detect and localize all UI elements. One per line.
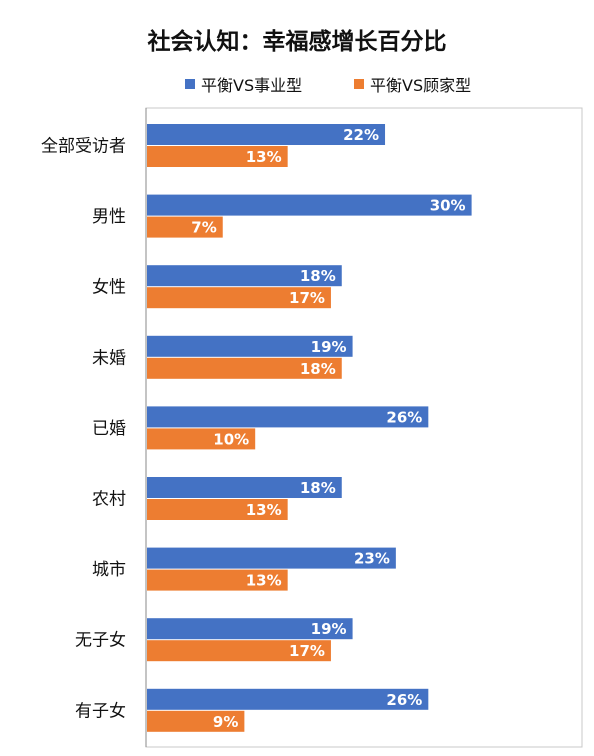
category-label-未婚: 未婚 — [92, 348, 126, 368]
data-label-女性-series-1: 18% — [300, 267, 336, 285]
bar-女性-series-2 — [147, 287, 331, 309]
chart-title: 社会认知：幸福感增长百分比 — [147, 29, 447, 55]
bar-女性-series-1 — [147, 265, 342, 287]
bar-已婚-series-2 — [147, 428, 256, 450]
bar-有子女-series-1 — [147, 688, 429, 710]
legend: 平衡VS事业型 平衡VS顾家型 — [0, 72, 594, 100]
bar-未婚-series-2 — [147, 357, 342, 379]
data-label-已婚-series-1: 26% — [386, 408, 422, 426]
legend-swatch-series-1 — [185, 79, 195, 89]
data-label-女性-series-2: 17% — [289, 289, 325, 307]
category-label-有子女: 有子女 — [75, 701, 126, 721]
bar-男性-series-1 — [147, 194, 472, 216]
legend-label-series-1: 平衡VS事业型 — [201, 76, 303, 95]
bar-城市-series-1 — [147, 547, 396, 569]
category-label-全部受访者: 全部受访者 — [41, 137, 126, 157]
data-label-有子女-series-1: 26% — [386, 691, 422, 709]
category-label-无子女: 无子女 — [75, 631, 126, 651]
bar-农村-series-1 — [147, 477, 342, 498]
bar-全部受访者-series-2 — [147, 146, 288, 167]
data-label-未婚-series-1: 19% — [311, 338, 347, 356]
category-label-男性: 男性 — [92, 207, 126, 227]
bar-无子女-series-2 — [147, 640, 331, 662]
category-label-女性: 女性 — [92, 278, 126, 298]
data-label-未婚-series-2: 18% — [300, 360, 336, 378]
bar-全部受访者-series-1 — [147, 124, 386, 145]
data-label-城市-series-2: 13% — [246, 572, 282, 590]
bar-有子女-series-2 — [147, 710, 245, 732]
bar-农村-series-2 — [147, 499, 288, 520]
category-label-城市: 城市 — [92, 560, 126, 580]
bar-已婚-series-1 — [147, 406, 429, 428]
legend-label-series-2: 平衡VS顾家型 — [370, 76, 472, 95]
bar-无子女-series-1 — [147, 618, 353, 640]
data-label-农村-series-1: 18% — [300, 479, 336, 497]
data-label-已婚-series-2: 10% — [213, 430, 249, 448]
bar-城市-series-2 — [147, 569, 288, 591]
data-label-有子女-series-2: 9% — [213, 713, 238, 731]
legend-item-series-2: 平衡VS顾家型 — [354, 72, 471, 96]
bar-未婚-series-1 — [147, 335, 353, 357]
data-label-男性-series-2: 7% — [191, 219, 216, 237]
data-label-无子女-series-1: 19% — [311, 620, 347, 638]
bar-男性-series-2 — [147, 216, 223, 238]
legend-swatch-series-2 — [354, 79, 364, 89]
data-label-男性-series-1: 30% — [430, 197, 466, 215]
data-label-全部受访者-series-2: 13% — [246, 148, 282, 166]
category-label-农村: 农村 — [92, 490, 126, 510]
data-label-城市-series-1: 23% — [354, 550, 390, 568]
legend-item-series-1: 平衡VS事业型 — [185, 72, 302, 96]
data-label-全部受访者-series-1: 22% — [343, 126, 379, 144]
data-label-无子女-series-2: 17% — [289, 642, 325, 660]
category-label-已婚: 已婚 — [92, 419, 126, 439]
data-label-农村-series-2: 13% — [246, 501, 282, 519]
